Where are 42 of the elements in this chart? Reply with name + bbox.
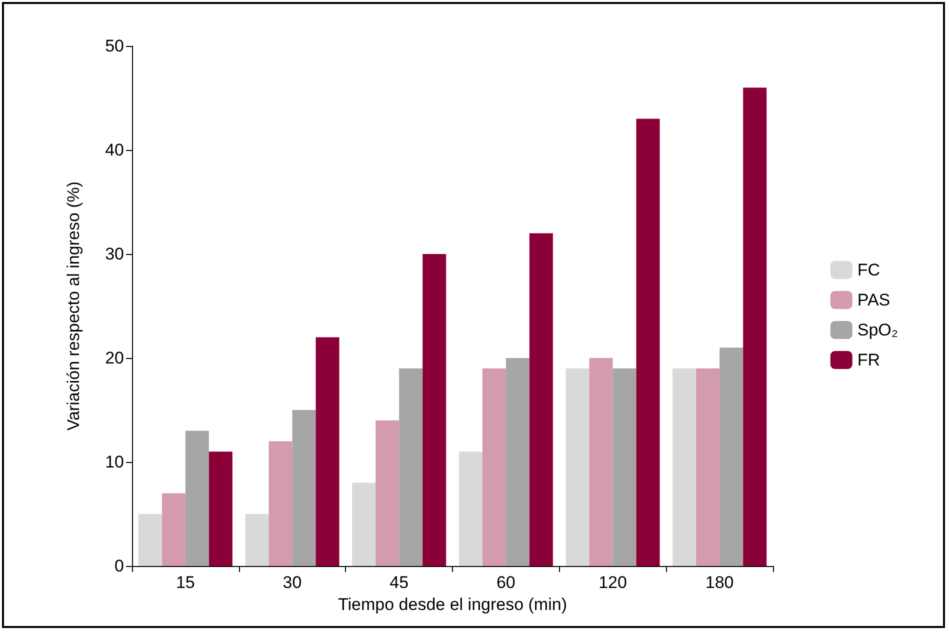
x-tick-label: 30 [282, 573, 302, 592]
x-tick-label: 60 [496, 573, 516, 592]
y-tick-label: 0 [114, 556, 124, 576]
bar [529, 233, 553, 566]
bar [566, 368, 590, 566]
bar [458, 452, 482, 566]
x-tick-label: 15 [176, 573, 195, 592]
y-axis-title: Variación respecto al ingreso (%) [64, 181, 83, 431]
y-tick-label: 40 [105, 140, 124, 160]
bar [268, 441, 292, 566]
bar [185, 430, 209, 566]
x-tick-label: 45 [390, 573, 409, 592]
bar [672, 368, 696, 566]
bar [208, 452, 232, 566]
bar [138, 514, 162, 566]
y-tick-label: 10 [105, 452, 124, 472]
bar [316, 337, 340, 566]
bar [482, 368, 506, 566]
y-tick-label: 30 [105, 244, 124, 264]
x-axis-title: Tiempo desde el ingreso (min) [338, 595, 567, 614]
bar [696, 368, 720, 566]
bar [743, 88, 767, 566]
bar [612, 368, 636, 566]
bar [720, 348, 744, 566]
legend-label: SpO₂ [857, 320, 898, 340]
bar [245, 514, 269, 566]
y-tick-label: 20 [105, 348, 124, 368]
bar [352, 482, 376, 566]
bar [636, 118, 660, 566]
bar [162, 493, 186, 566]
bar [589, 358, 613, 566]
bar [376, 420, 400, 566]
bar [399, 368, 423, 566]
legend-label: FC [857, 260, 880, 280]
x-tick-label: 120 [598, 573, 627, 592]
bar [292, 410, 316, 566]
legend-label: PAS [857, 290, 890, 310]
x-tick-label: 180 [705, 573, 734, 592]
legend-label: FR [857, 350, 880, 370]
bar [422, 254, 446, 566]
y-tick-label: 50 [105, 36, 124, 56]
bar [506, 358, 530, 566]
